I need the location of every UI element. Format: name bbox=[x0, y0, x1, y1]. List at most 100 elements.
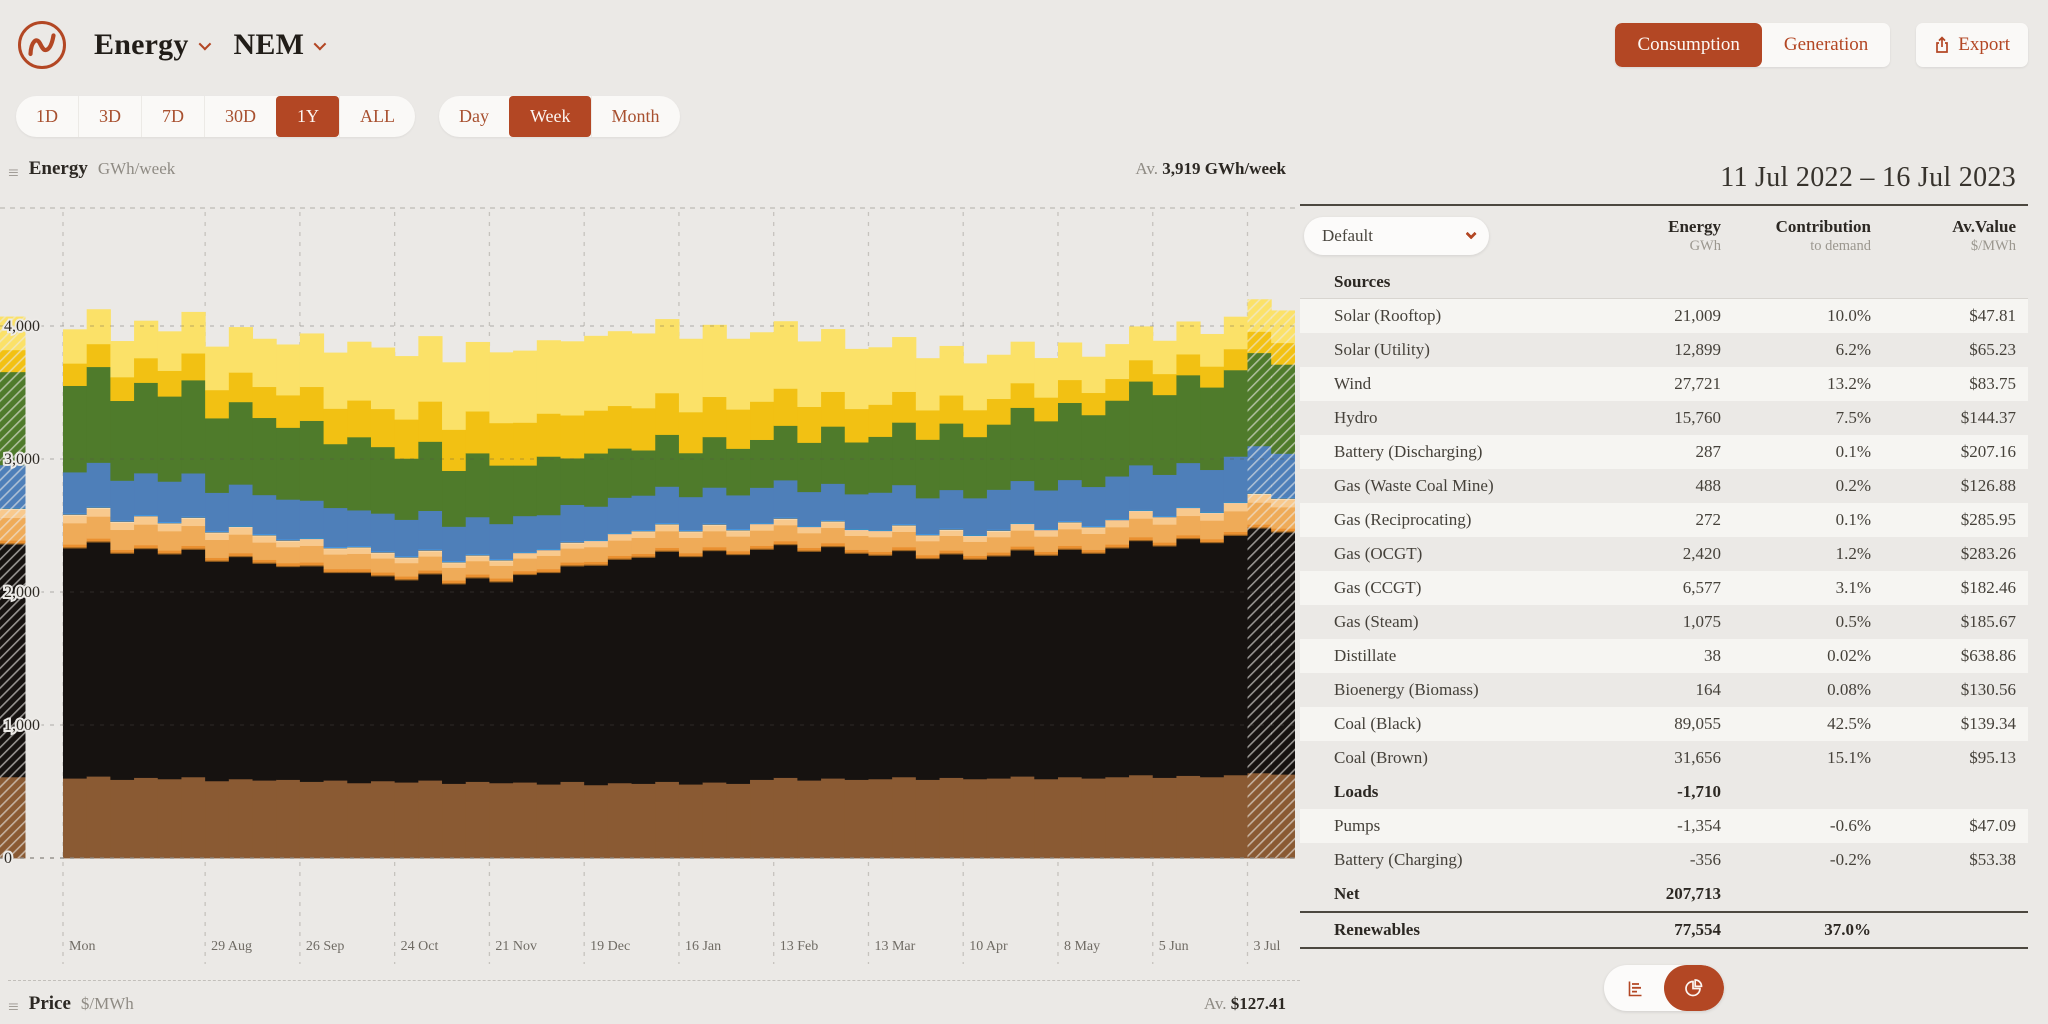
row-contribution: 0.02% bbox=[1827, 646, 1871, 666]
breakdown-panel: 11 Jul 2022 – 16 Jul 2023 Default Energy… bbox=[1300, 140, 2028, 1022]
table-row-gas-ccgt-[interactable]: Gas (CCGT) 6,577 3.1% $182.46 bbox=[1300, 571, 2028, 606]
date-range: 11 Jul 2022 – 16 Jul 2023 bbox=[1300, 162, 2028, 206]
svg-text:4,000: 4,000 bbox=[4, 318, 40, 335]
table-row-coal-black-[interactable]: Coal (Black) 89,055 42.5% $139.34 bbox=[1300, 707, 2028, 742]
row-energy: -1,710 bbox=[1677, 782, 1721, 802]
table-row-gas-ocgt-[interactable]: Gas (OCGT) 2,420 1.2% $283.26 bbox=[1300, 537, 2028, 571]
region-menu-label: NEM bbox=[233, 28, 305, 61]
row-energy: 488 bbox=[1695, 476, 1722, 496]
bar-chart-icon bbox=[1628, 981, 1641, 997]
table-row-coal-brown-[interactable]: Coal (Brown) 31,656 15.1% $95.13 bbox=[1300, 741, 2028, 775]
row-contribution: 42.5% bbox=[1827, 714, 1871, 734]
drag-handle-icon[interactable]: ≡ bbox=[8, 162, 19, 184]
export-button[interactable]: Export bbox=[1916, 23, 2028, 67]
row-value: $139.34 bbox=[1960, 714, 2016, 734]
row-contribution: 0.1% bbox=[1835, 510, 1871, 530]
row-label: Net bbox=[1334, 884, 1360, 904]
row-contribution: 0.1% bbox=[1835, 442, 1871, 462]
consumption-button[interactable]: Consumption bbox=[1615, 23, 1762, 67]
table-row-loads: Loads -1,710 bbox=[1300, 775, 2028, 809]
chart-column: ≡ Energy GWh/week Av. 3,919 GWh/week 0 1,… bbox=[0, 140, 1300, 1022]
drag-handle-icon[interactable]: ≡ bbox=[8, 997, 19, 1018]
energy-stacked-bar-chart[interactable]: 0 1,000 2,000 3,000 4,000 Mon 29 Aug 26 Sep 24 O… bbox=[0, 202, 1295, 964]
row-energy: 21,009 bbox=[1674, 306, 1721, 326]
svg-text:21 Nov: 21 Nov bbox=[495, 939, 537, 954]
row-value: $83.75 bbox=[1969, 374, 2016, 394]
range-3d[interactable]: 3D bbox=[78, 95, 141, 137]
table-row-battery-charging-[interactable]: Battery (Charging) -356 -0.2% $53.38 bbox=[1300, 843, 2028, 877]
bar-chart-toggle-button[interactable] bbox=[1604, 965, 1664, 1011]
table-row-gas-steam-[interactable]: Gas (Steam) 1,075 0.5% $185.67 bbox=[1300, 605, 2028, 639]
row-value: $53.38 bbox=[1969, 850, 2016, 870]
table-row-solar-rooftop-[interactable]: Solar (Rooftop) 21,009 10.0% $47.81 bbox=[1300, 299, 2028, 334]
table-header-row: Default Energy GWh Contribution to deman… bbox=[1300, 206, 2028, 263]
row-label: Battery (Charging) bbox=[1334, 850, 1463, 870]
view-toggle: Consumption Generation bbox=[1615, 23, 1891, 67]
range-1y[interactable]: 1Y bbox=[276, 95, 339, 137]
interval-month[interactable]: Month bbox=[590, 95, 680, 137]
breakdown-table: Sources Solar (Rooftop) 21,009 10.0% $47.81 S… bbox=[1300, 265, 2028, 950]
brand: Energy NEM bbox=[16, 19, 327, 71]
table-row-bioenergy-biomass-[interactable]: Bioenergy (Biomass) 164 0.08% $130.56 bbox=[1300, 673, 2028, 707]
row-value: $130.56 bbox=[1960, 680, 2016, 700]
table-row-wind[interactable]: Wind 27,721 13.2% $83.75 bbox=[1300, 367, 2028, 402]
table-row-solar-utility-[interactable]: Solar (Utility) 12,899 6.2% $65.23 bbox=[1300, 333, 2028, 367]
table-row-distillate[interactable]: Distillate 38 0.02% $638.86 bbox=[1300, 639, 2028, 674]
row-contribution: 6.2% bbox=[1835, 340, 1871, 360]
row-energy: -356 bbox=[1689, 850, 1721, 870]
table-row-renewables: Renewables 77,554 37.0% bbox=[1300, 911, 2028, 950]
energy-menu[interactable]: Energy bbox=[94, 28, 211, 62]
range-all[interactable]: ALL bbox=[339, 95, 415, 137]
generation-button[interactable]: Generation bbox=[1762, 23, 1890, 67]
row-value: $47.09 bbox=[1969, 816, 2016, 836]
interval-week[interactable]: Week bbox=[509, 95, 591, 137]
interval-day[interactable]: Day bbox=[459, 105, 489, 126]
pie-chart-toggle-button[interactable] bbox=[1664, 965, 1724, 1012]
svg-text:8 May: 8 May bbox=[1064, 939, 1100, 954]
table-row-hydro[interactable]: Hydro 15,760 7.5% $144.37 bbox=[1300, 401, 2028, 435]
row-energy: 12,899 bbox=[1674, 340, 1721, 360]
row-contribution: 13.2% bbox=[1827, 374, 1871, 394]
row-energy: 1,075 bbox=[1682, 612, 1721, 632]
energy-section-header: ≡ Energy GWh/week Av. 3,919 GWh/week bbox=[8, 158, 1300, 188]
row-value: $65.23 bbox=[1969, 340, 2016, 360]
svg-text:3,000: 3,000 bbox=[4, 451, 40, 468]
region-menu[interactable]: NEM bbox=[233, 28, 327, 62]
row-label: Bioenergy (Biomass) bbox=[1334, 680, 1479, 700]
svg-text:2,000: 2,000 bbox=[4, 584, 40, 601]
interval-group: Day Week Month bbox=[439, 95, 680, 137]
range-30d[interactable]: 30D bbox=[204, 95, 276, 137]
row-energy: -1,354 bbox=[1677, 816, 1721, 836]
range-1d[interactable]: 1D bbox=[36, 105, 58, 126]
group-dropdown[interactable]: Default bbox=[1304, 216, 1489, 255]
row-value: $47.81 bbox=[1969, 306, 2016, 326]
chevron-down-icon bbox=[313, 37, 327, 50]
row-contribution: 0.08% bbox=[1827, 680, 1871, 700]
row-label: Coal (Brown) bbox=[1334, 748, 1428, 768]
svg-text:0: 0 bbox=[4, 850, 12, 867]
table-row-gas-waste-coal-mine-[interactable]: Gas (Waste Coal Mine) 488 0.2% $126.88 bbox=[1300, 469, 2028, 503]
column-header-contribution: Contribution to demand bbox=[1775, 217, 1871, 255]
row-label: Coal (Black) bbox=[1334, 714, 1422, 734]
export-icon bbox=[1936, 36, 1949, 53]
main-content: ≡ Energy GWh/week Av. 3,919 GWh/week 0 1,… bbox=[0, 140, 2048, 1022]
energy-section-unit: GWh/week bbox=[97, 159, 176, 178]
row-value: $144.37 bbox=[1960, 408, 2016, 428]
column-header-avvalue: Av.Value $/MWh bbox=[1952, 217, 2016, 255]
energy-average: Av. 3,919 GWh/week bbox=[1135, 159, 1286, 178]
row-value: $285.95 bbox=[1960, 510, 2016, 530]
row-label: Gas (Reciprocating) bbox=[1334, 510, 1472, 530]
range-7d[interactable]: 7D bbox=[141, 95, 204, 137]
row-contribution: 3.1% bbox=[1835, 578, 1871, 598]
row-label: Renewables bbox=[1334, 920, 1420, 940]
row-energy: 31,656 bbox=[1674, 748, 1721, 768]
row-energy: 207,713 bbox=[1665, 884, 1721, 904]
row-label: Wind bbox=[1334, 374, 1372, 394]
chevron-down-icon bbox=[198, 37, 211, 50]
table-row-pumps[interactable]: Pumps -1,354 -0.6% $47.09 bbox=[1300, 809, 2028, 844]
table-row-battery-discharging-[interactable]: Battery (Discharging) 287 0.1% $207.16 bbox=[1300, 435, 2028, 470]
chart-type-toggle bbox=[1300, 965, 2028, 1012]
table-row-gas-reciprocating-[interactable]: Gas (Reciprocating) 272 0.1% $285.95 bbox=[1300, 503, 2028, 538]
svg-text:13 Mar: 13 Mar bbox=[874, 939, 915, 954]
